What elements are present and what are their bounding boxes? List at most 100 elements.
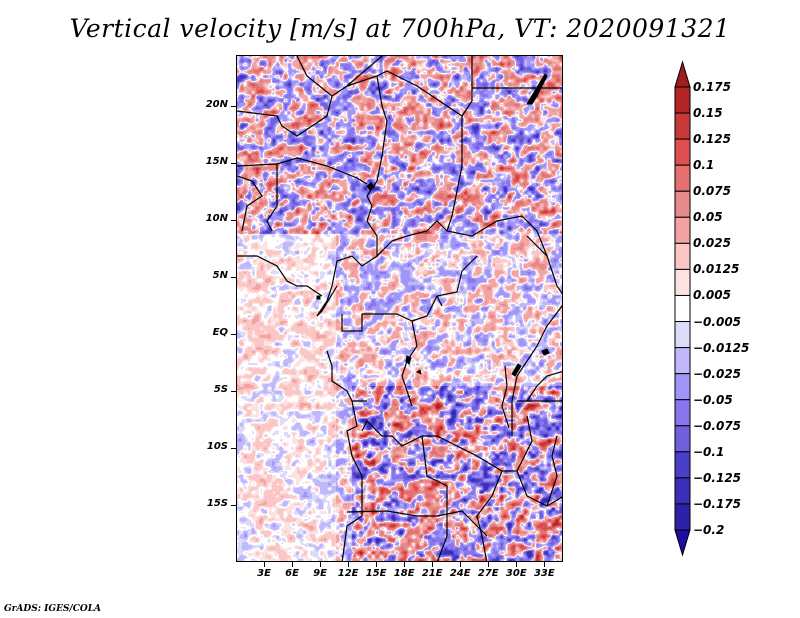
- border-line: [237, 175, 263, 232]
- colorbar-label: −0.175: [693, 496, 742, 511]
- colorbar-label: 0.0125: [693, 262, 740, 277]
- border-line: [436, 295, 443, 307]
- x-tick-label: 15E: [365, 568, 387, 579]
- colorbar-swatch: [674, 242, 691, 270]
- colorbar-label: 0.05: [693, 210, 723, 225]
- grads-credit: GrADS: IGES/COLA: [4, 604, 102, 614]
- colorbar-label: −0.0125: [693, 340, 750, 355]
- y-tick-mark: [231, 391, 236, 393]
- border-line: [511, 305, 562, 436]
- map-plot-area: [236, 55, 563, 562]
- x-tick-mark: [460, 562, 462, 567]
- border-line: [411, 255, 478, 322]
- lake-shape: [405, 355, 412, 365]
- border-line: [476, 470, 503, 561]
- colorbar-label: 0.025: [693, 236, 731, 251]
- y-tick-label: 15N: [205, 156, 228, 168]
- border-line: [237, 255, 323, 297]
- x-tick-mark: [432, 562, 434, 567]
- lake-shape: [541, 348, 550, 356]
- y-tick-label: 5N: [212, 270, 228, 282]
- x-tick-mark: [292, 562, 294, 567]
- colorbar-swatch: [674, 112, 691, 140]
- colorbar-label: 0.175: [693, 80, 731, 94]
- y-tick-label: 10S: [206, 441, 228, 453]
- border-line: [366, 75, 388, 222]
- x-tick-mark: [516, 562, 518, 567]
- chart-title: Vertical velocity [m/s] at 700hPa, VT: 2…: [69, 14, 731, 43]
- x-tick-mark: [404, 562, 406, 567]
- x-tick-mark: [264, 562, 266, 567]
- colorbar-label: −0.125: [693, 470, 742, 485]
- border-line: [316, 285, 338, 317]
- colorbar-label: −0.1: [693, 444, 725, 459]
- colorbar-label: 0.005: [693, 288, 731, 303]
- lake-shape: [316, 295, 321, 300]
- colorbar-extend-min: [674, 529, 691, 557]
- border-line: [526, 235, 562, 295]
- colorbar-label: 0.1: [693, 158, 715, 173]
- x-tick-mark: [320, 562, 322, 567]
- y-tick-mark: [231, 277, 236, 279]
- colorbar-label: −0.005: [693, 314, 742, 329]
- colorbar-label: 0.125: [693, 132, 731, 147]
- border-line: [361, 419, 448, 561]
- y-tick-mark: [231, 220, 236, 222]
- y-tick-label: 5S: [213, 384, 228, 396]
- y-tick-mark: [231, 448, 236, 450]
- lake-shape: [526, 73, 548, 105]
- x-tick-label: 30E: [505, 568, 527, 579]
- colorbar-swatch: [674, 138, 691, 166]
- colorbar-swatch: [674, 451, 691, 479]
- border-line: [461, 56, 473, 117]
- colorbar-swatch: [674, 216, 691, 244]
- colorbar-swatch: [674, 399, 691, 427]
- border-line: [326, 350, 367, 402]
- y-tick-label: 15S: [206, 498, 228, 510]
- x-tick-mark: [348, 562, 350, 567]
- lake-shape: [511, 363, 522, 377]
- x-tick-label: 18E: [393, 568, 415, 579]
- y-tick-mark: [231, 163, 236, 165]
- colorbar-label: −0.05: [693, 392, 733, 407]
- colorbar-swatch: [674, 347, 691, 375]
- colorbar-swatch: [674, 425, 691, 453]
- x-tick-mark: [376, 562, 378, 567]
- colorbar-swatch: [674, 268, 691, 296]
- country-borders: [237, 56, 562, 561]
- x-tick-label: 21E: [421, 568, 443, 579]
- lake-shape: [366, 182, 375, 191]
- y-tick-label: 20N: [205, 99, 228, 111]
- border-line: [516, 470, 562, 507]
- border-line: [526, 370, 562, 402]
- colorbar-swatch: [674, 164, 691, 192]
- x-tick-label: 24E: [449, 568, 471, 579]
- colorbar-swatch: [674, 321, 691, 349]
- x-tick-label: 9E: [313, 568, 327, 579]
- y-tick-label: EQ: [212, 327, 228, 339]
- border-line: [376, 215, 548, 257]
- vertical-velocity-field: [237, 56, 562, 561]
- colorbar-swatch: [674, 294, 691, 323]
- x-tick-label: 27E: [477, 568, 499, 579]
- border-line: [237, 56, 333, 137]
- colorbar-label: 0.15: [693, 106, 723, 121]
- colorbar-label: −0.2: [693, 523, 725, 537]
- x-tick-mark: [488, 562, 490, 567]
- colorbar-swatch: [674, 190, 691, 218]
- colorbar-label: 0.075: [693, 184, 731, 199]
- colorbar-swatch: [674, 503, 691, 531]
- y-tick-mark: [231, 334, 236, 336]
- x-tick-label: 33E: [533, 568, 555, 579]
- border-line: [546, 435, 558, 507]
- border-line: [331, 56, 383, 97]
- x-tick-label: 12E: [337, 568, 359, 579]
- y-tick-label: 10N: [205, 213, 228, 225]
- border-line: [346, 510, 488, 537]
- border-line: [341, 400, 363, 561]
- colorbar-label: −0.025: [693, 366, 742, 381]
- y-tick-mark: [231, 505, 236, 507]
- border-line: [422, 415, 533, 472]
- x-tick-label: 6E: [285, 568, 299, 579]
- colorbar-extend-max: [674, 60, 691, 88]
